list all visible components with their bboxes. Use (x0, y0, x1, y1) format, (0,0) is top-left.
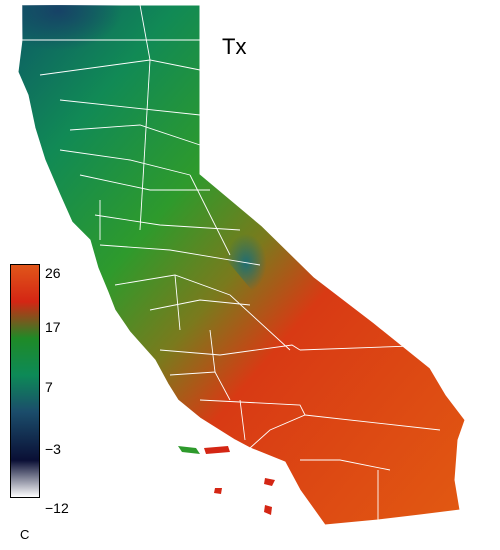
sierra-cool-overlay (180, 174, 300, 345)
legend-unit-label: C (20, 527, 30, 542)
legend-tick-minus12: −12 (45, 500, 69, 516)
island (214, 488, 222, 494)
north-cool-overlay (18, 5, 200, 120)
legend-tick-7: 7 (45, 379, 53, 395)
map-title: Tx (222, 34, 247, 59)
color-scale-bar (10, 264, 40, 498)
legend-tick-26: 26 (45, 265, 61, 281)
island (178, 446, 200, 454)
county-boundaries (22, 4, 441, 520)
island (264, 505, 272, 515)
legend-tick-minus3: −3 (45, 441, 61, 457)
island (204, 446, 230, 454)
legend-tick-17: 17 (45, 319, 61, 335)
island (264, 478, 275, 486)
